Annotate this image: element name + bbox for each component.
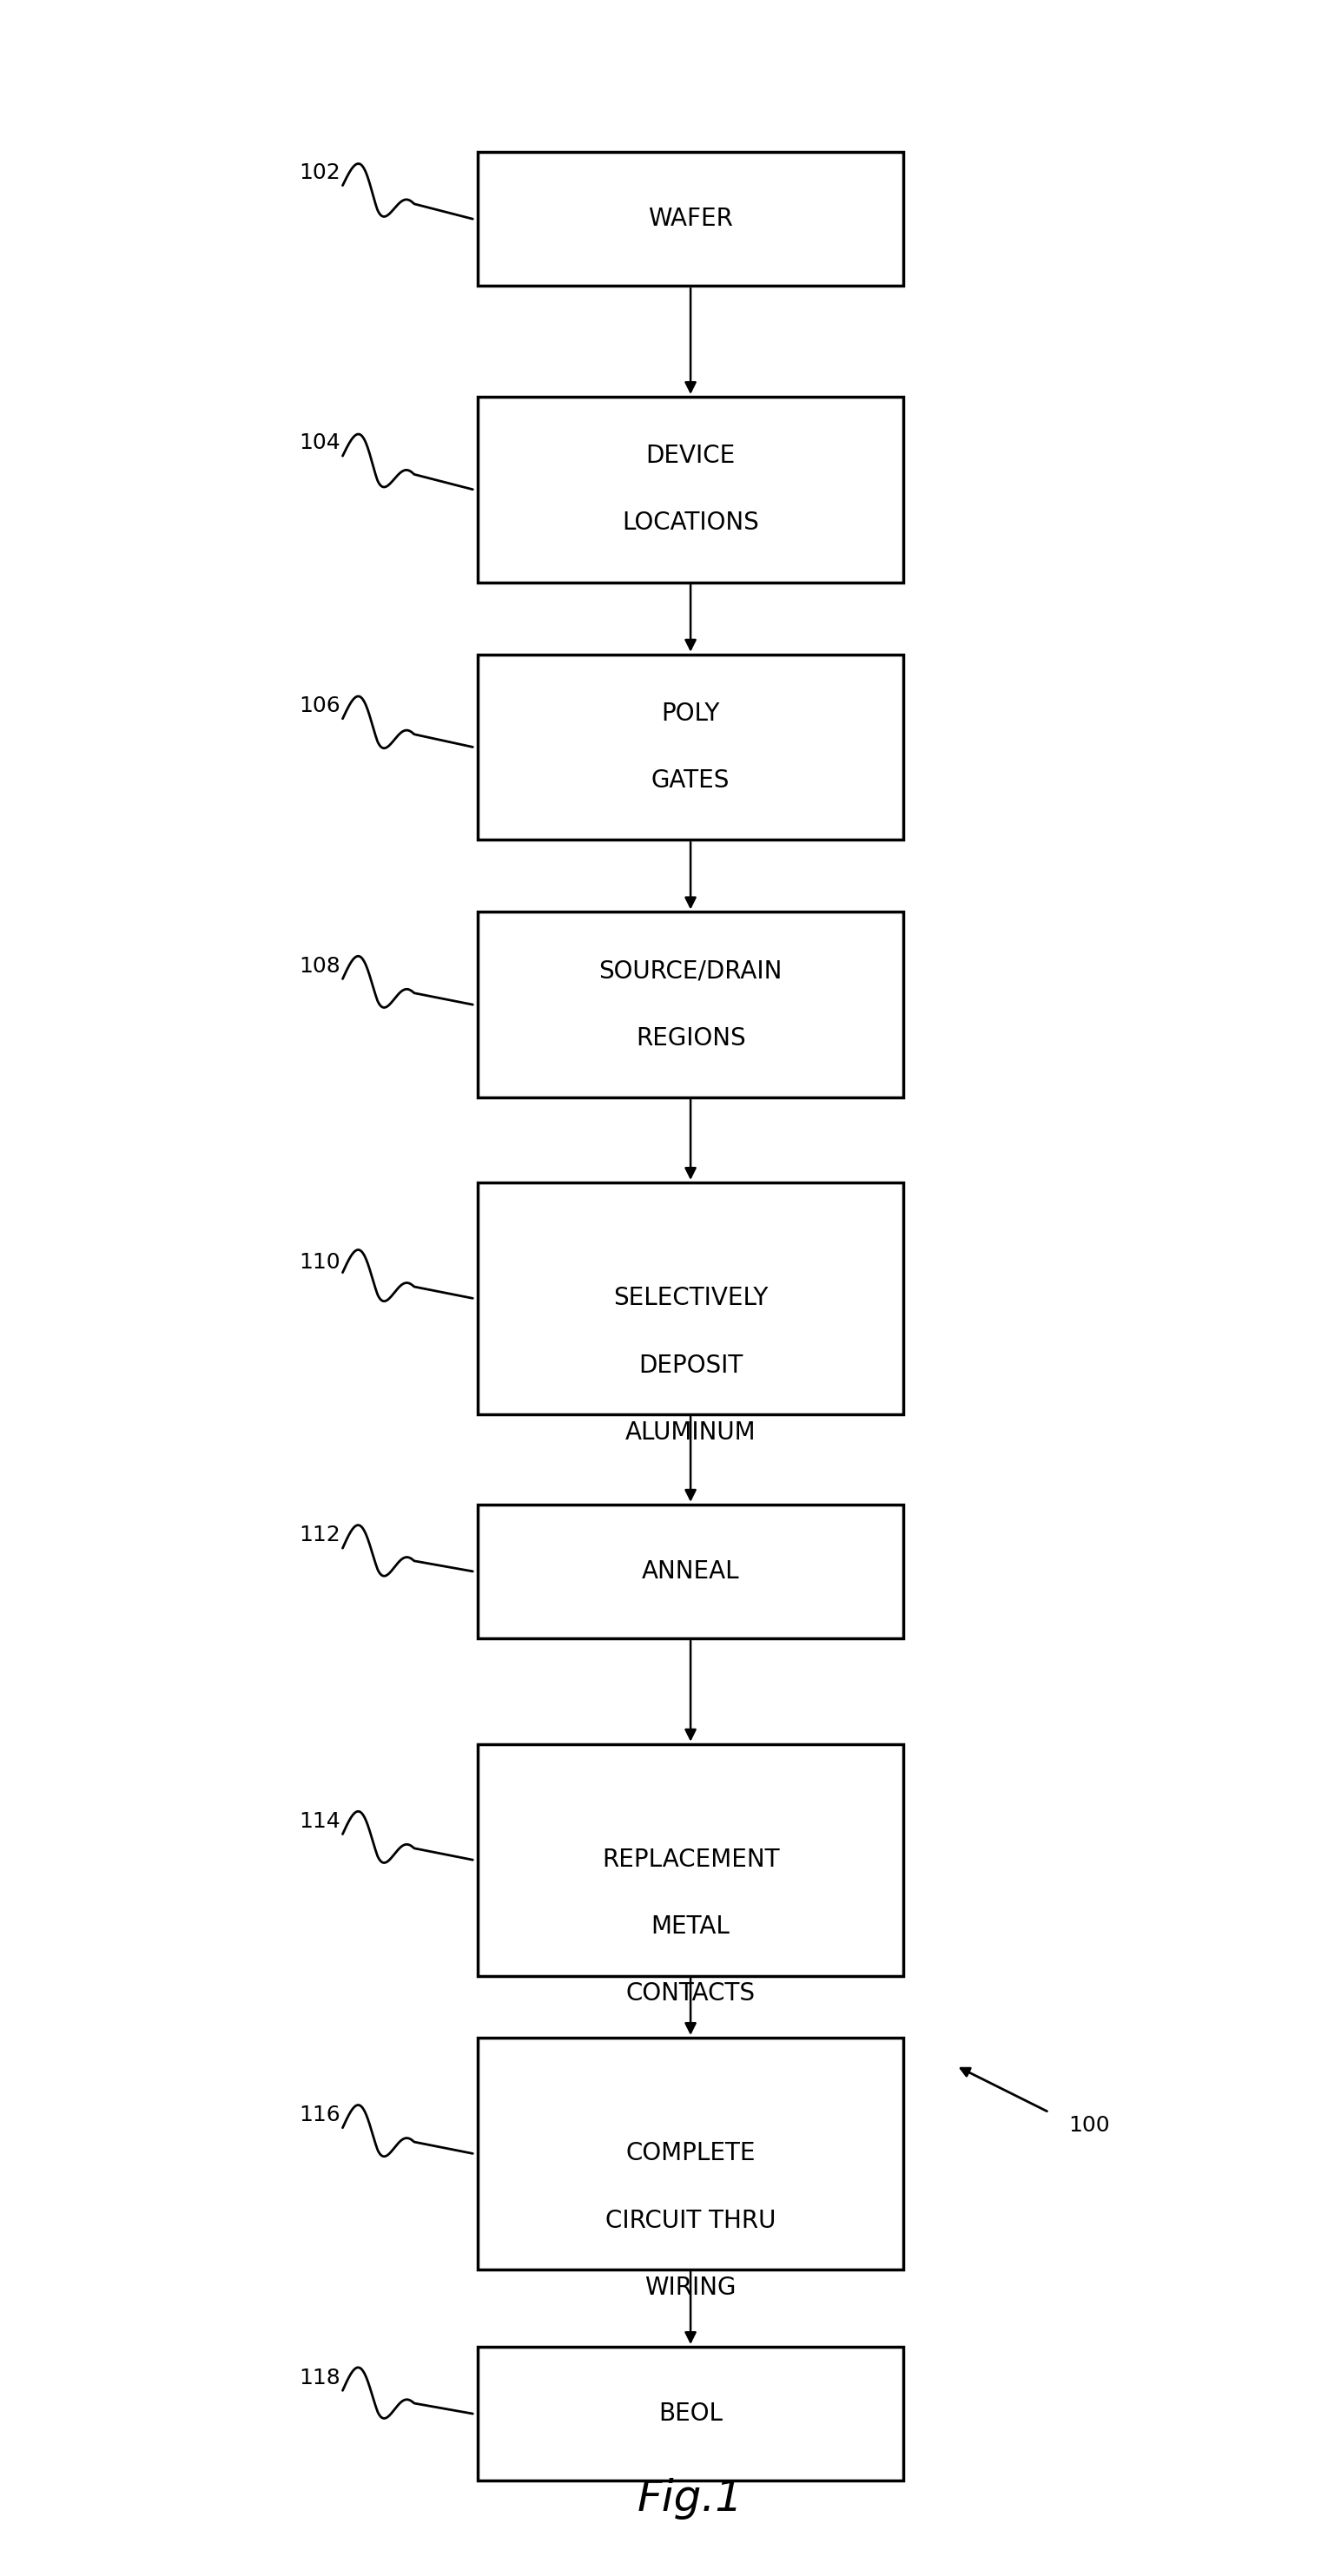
Text: CIRCUIT THRU: CIRCUIT THRU [606,2208,776,2233]
Text: DEPOSIT: DEPOSIT [639,1352,742,1378]
Bar [478,2347,903,2481]
Text: GATES: GATES [651,768,730,793]
Text: COMPLETE: COMPLETE [625,2141,756,2166]
Bar [478,1744,903,1976]
Text: 112: 112 [299,1525,340,1546]
Text: 108: 108 [299,956,340,976]
Text: CONTACTS: CONTACTS [625,1981,756,2007]
Bar [478,1182,903,1414]
Text: REGIONS: REGIONS [636,1025,745,1051]
Text: BEOL: BEOL [659,2401,722,2427]
Text: 102: 102 [299,162,340,183]
Bar [478,2038,903,2269]
Text: POLY: POLY [661,701,720,726]
Bar [478,1504,903,1638]
Text: WIRING: WIRING [645,2275,736,2300]
Text: 118: 118 [299,2367,340,2388]
Bar [478,912,903,1097]
Text: 104: 104 [299,433,340,453]
Text: 110: 110 [299,1252,340,1273]
Text: 106: 106 [299,696,340,716]
Text: SOURCE/DRAIN: SOURCE/DRAIN [599,958,782,984]
Text: 100: 100 [1068,2115,1110,2136]
Bar [478,397,903,582]
Text: ANNEAL: ANNEAL [641,1558,740,1584]
Bar [478,152,903,286]
Text: DEVICE: DEVICE [645,443,736,469]
Bar [478,654,903,840]
Text: 114: 114 [299,1811,340,1832]
Text: ALUMINUM: ALUMINUM [625,1419,756,1445]
Text: LOCATIONS: LOCATIONS [622,510,760,536]
Text: SELECTIVELY: SELECTIVELY [614,1285,768,1311]
Text: WAFER: WAFER [648,206,733,232]
Text: 116: 116 [299,2105,340,2125]
Text: Fig.1: Fig.1 [637,2478,744,2519]
Text: REPLACEMENT: REPLACEMENT [602,1847,780,1873]
Text: METAL: METAL [651,1914,730,1940]
